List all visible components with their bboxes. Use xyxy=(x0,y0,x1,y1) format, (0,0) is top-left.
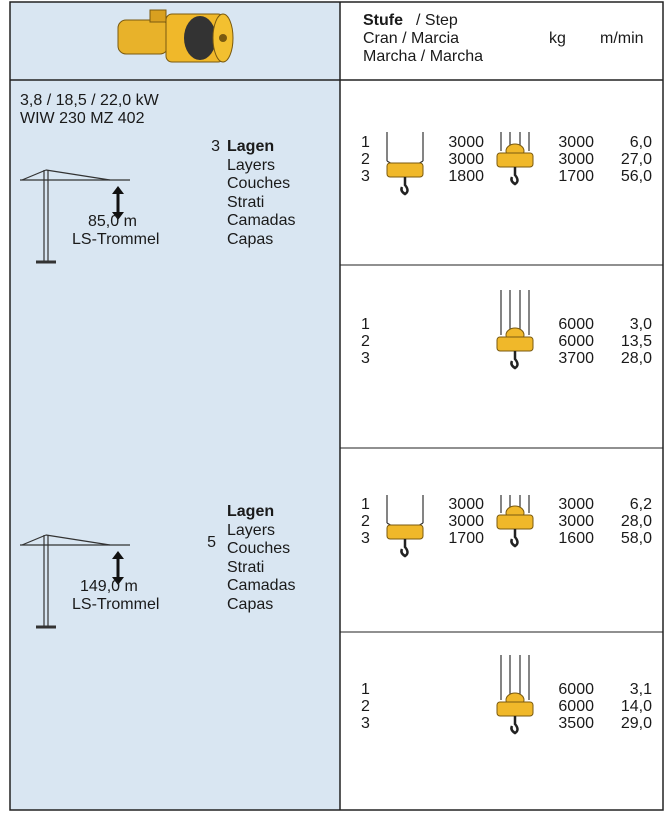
layers-label: Layers xyxy=(227,157,275,175)
load-four-fall: 3000 xyxy=(558,151,594,169)
drum-label: LS-Trommel xyxy=(72,231,159,249)
layers-label: Capas xyxy=(227,596,273,614)
step-number: 3 xyxy=(361,350,370,368)
layers-label: Capas xyxy=(227,231,273,249)
step-number: 1 xyxy=(361,496,370,514)
hook-block xyxy=(497,153,533,167)
hoist-speed: 27,0 xyxy=(621,151,652,169)
hoist-speed: 14,0 xyxy=(621,698,652,716)
load-two-fall: 3000 xyxy=(448,513,484,531)
header-step-bold: Stufe xyxy=(363,12,403,30)
layers-label: Couches xyxy=(227,175,290,193)
load-four-fall: 3000 xyxy=(558,496,594,514)
layers-label: Strati xyxy=(227,194,264,212)
layers-heading: Lagen xyxy=(227,138,274,156)
page: Stufe / Step Cran / Marcia Marcha / Marc… xyxy=(0,0,669,814)
load-two-fall: 3000 xyxy=(448,151,484,169)
hook-block xyxy=(497,702,533,716)
hoist-speed: 3,1 xyxy=(630,681,652,699)
load-four-fall: 6000 xyxy=(558,681,594,699)
header-marcha: Marcha / Marcha xyxy=(363,48,483,66)
load-four-fall: 1700 xyxy=(558,168,594,186)
hook-block xyxy=(387,163,423,177)
layers-count: 5 xyxy=(207,534,216,552)
layers-count: 3 xyxy=(211,138,220,156)
load-four-fall: 6000 xyxy=(558,698,594,716)
hoist-speed: 56,0 xyxy=(621,168,652,186)
hoist-speed: 58,0 xyxy=(621,530,652,548)
step-number: 2 xyxy=(361,698,370,716)
load-four-fall: 3700 xyxy=(558,350,594,368)
load-four-fall: 6000 xyxy=(558,333,594,351)
hoist-speed: 28,0 xyxy=(621,513,652,531)
header-kg: kg xyxy=(549,30,566,48)
step-number: 3 xyxy=(361,715,370,733)
header-speed: m/min xyxy=(600,30,644,48)
header-step: / Step xyxy=(416,12,458,30)
hook-block xyxy=(497,515,533,529)
rope-length: 149,0 m xyxy=(80,578,138,596)
header-cran: Cran / Marcia xyxy=(363,30,459,48)
load-four-fall: 6000 xyxy=(558,316,594,334)
hook-block xyxy=(497,337,533,351)
layers-label: Camadas xyxy=(227,577,295,595)
hook-block xyxy=(387,525,423,539)
rope-length: 85,0 m xyxy=(88,213,137,231)
step-number: 3 xyxy=(361,168,370,186)
load-four-fall: 3500 xyxy=(558,715,594,733)
layers-heading: Lagen xyxy=(227,503,274,521)
step-number: 1 xyxy=(361,681,370,699)
load-two-fall: 1700 xyxy=(448,530,484,548)
load-four-fall: 3000 xyxy=(558,134,594,152)
hoist-speed: 6,0 xyxy=(630,134,652,152)
step-number: 2 xyxy=(361,333,370,351)
hoist-speed: 3,0 xyxy=(630,316,652,334)
load-two-fall: 3000 xyxy=(448,134,484,152)
motor-model: WIW 230 MZ 402 xyxy=(20,110,144,128)
step-number: 3 xyxy=(361,530,370,548)
hoist-speed: 28,0 xyxy=(621,350,652,368)
step-number: 2 xyxy=(361,513,370,531)
layers-label: Camadas xyxy=(227,212,295,230)
hoist-speed: 13,5 xyxy=(621,333,652,351)
step-number: 1 xyxy=(361,134,370,152)
drum-label: LS-Trommel xyxy=(72,596,159,614)
load-four-fall: 3000 xyxy=(558,513,594,531)
step-number: 2 xyxy=(361,151,370,169)
motor-power: 3,8 / 18,5 / 22,0 kW xyxy=(20,92,159,110)
load-two-fall: 3000 xyxy=(448,496,484,514)
load-two-fall: 1800 xyxy=(448,168,484,186)
hoist-speed: 29,0 xyxy=(621,715,652,733)
step-number: 1 xyxy=(361,316,370,334)
hoist-speed: 6,2 xyxy=(630,496,652,514)
load-four-fall: 1600 xyxy=(558,530,594,548)
layers-label: Layers xyxy=(227,522,275,540)
layers-label: Strati xyxy=(227,559,264,577)
layers-label: Couches xyxy=(227,540,290,558)
